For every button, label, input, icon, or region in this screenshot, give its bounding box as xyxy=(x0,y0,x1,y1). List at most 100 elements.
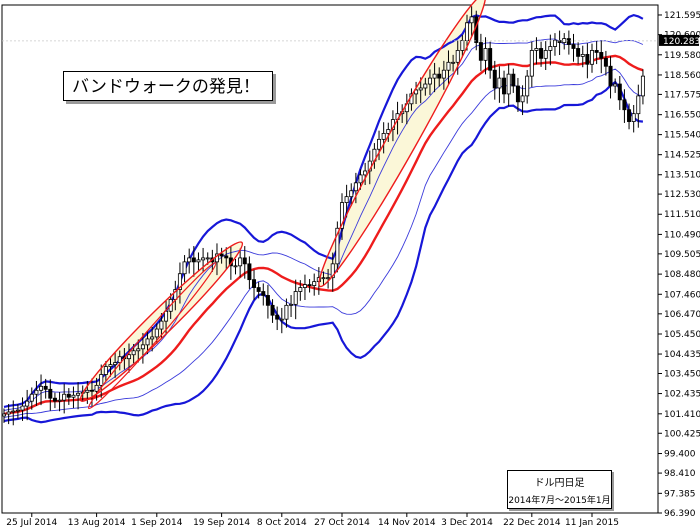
candle-body xyxy=(321,277,326,280)
candle xyxy=(103,361,108,382)
candle-body xyxy=(580,53,585,57)
candle-body xyxy=(76,392,81,396)
candle xyxy=(261,283,266,306)
candle-body xyxy=(247,263,252,281)
highlight-ellipse-2 xyxy=(318,0,487,288)
candle-body xyxy=(515,85,520,103)
x-tick-label: 25 Jul 2014 xyxy=(6,518,57,528)
candle-body xyxy=(196,259,201,263)
candle xyxy=(636,84,641,128)
candle xyxy=(321,271,326,286)
candle xyxy=(279,307,284,334)
y-tick-label: 98.410 xyxy=(664,469,696,479)
candle-body xyxy=(478,42,483,61)
candle-body xyxy=(622,99,627,111)
candle xyxy=(136,339,141,363)
candle-body xyxy=(339,202,344,229)
candle-body xyxy=(502,77,507,95)
annotation-callout: バンドウォークの発見！ xyxy=(63,71,273,101)
candle xyxy=(576,42,581,65)
candle xyxy=(62,383,67,414)
candle-body xyxy=(191,257,196,263)
candle xyxy=(608,56,613,99)
candle-body xyxy=(617,83,622,101)
candle-body xyxy=(483,48,488,61)
candle xyxy=(265,284,270,319)
candle xyxy=(2,408,7,423)
candle xyxy=(99,364,104,398)
y-tick-label: 103.450 xyxy=(664,370,700,380)
candle-body xyxy=(511,73,516,87)
candle-body xyxy=(279,318,284,321)
candle xyxy=(478,33,483,72)
candle-body xyxy=(446,61,451,71)
candle-body xyxy=(613,83,618,87)
candle xyxy=(94,377,99,401)
candle xyxy=(302,274,307,300)
candle xyxy=(191,246,196,277)
candle-body xyxy=(497,77,502,89)
candle-body xyxy=(205,257,210,260)
candle xyxy=(113,352,118,378)
y-tick-label: 106.470 xyxy=(664,310,700,320)
candle-body xyxy=(298,287,303,292)
candle xyxy=(640,69,645,105)
candle xyxy=(469,6,474,37)
candle xyxy=(76,382,81,410)
candle xyxy=(622,89,627,123)
candle-body xyxy=(363,170,368,176)
y-tick-label: 110.490 xyxy=(664,230,700,240)
candle-body xyxy=(603,57,608,67)
candle-body xyxy=(289,303,294,306)
highlight-ellipse-1 xyxy=(79,241,244,402)
candle xyxy=(330,252,335,292)
candle-body xyxy=(6,411,11,415)
candle-body xyxy=(576,48,581,57)
candle xyxy=(571,33,576,62)
instrument-label: ドル円日足 xyxy=(534,478,585,489)
candle xyxy=(25,389,30,421)
candle-body xyxy=(11,410,16,413)
candle-body xyxy=(140,344,145,350)
candle xyxy=(187,248,192,274)
candle xyxy=(455,40,460,75)
candle-body xyxy=(307,284,312,286)
candle xyxy=(423,77,428,96)
x-tick-label: 22 Dec 2014 xyxy=(503,518,561,528)
candle-body xyxy=(15,409,20,412)
candle-body xyxy=(103,366,108,375)
y-tick-label: 102.435 xyxy=(664,390,700,400)
candle-body xyxy=(631,113,636,122)
candle-body xyxy=(284,304,289,320)
candle-body xyxy=(636,95,641,115)
x-tick-label: 19 Sep 2014 xyxy=(193,518,250,528)
candle-body xyxy=(543,50,548,59)
candle-body xyxy=(261,291,266,296)
candle xyxy=(590,43,595,73)
candle-body xyxy=(113,362,118,366)
candle xyxy=(483,37,488,75)
current-price-tag xyxy=(659,34,699,46)
candle-body xyxy=(571,44,576,49)
candle xyxy=(427,69,432,95)
y-tick-label: 112.530 xyxy=(664,190,700,200)
candle xyxy=(603,50,608,76)
y-tick-label: 119.580 xyxy=(664,51,700,61)
candle xyxy=(196,252,201,272)
bollinger-lower-1sigma xyxy=(3,68,643,419)
candle xyxy=(506,64,511,107)
candle xyxy=(219,247,224,264)
candle-body xyxy=(349,190,354,198)
candle xyxy=(437,67,442,87)
candle xyxy=(164,300,169,335)
candle xyxy=(307,279,312,293)
candle-body xyxy=(117,356,122,364)
candle-body xyxy=(136,348,141,352)
candle xyxy=(511,68,516,93)
y-tick-label: 100.425 xyxy=(664,429,700,439)
candle-body xyxy=(432,73,437,79)
candle xyxy=(177,262,182,304)
candle-body xyxy=(566,38,571,45)
candle-body xyxy=(29,393,34,402)
candle xyxy=(349,183,354,206)
